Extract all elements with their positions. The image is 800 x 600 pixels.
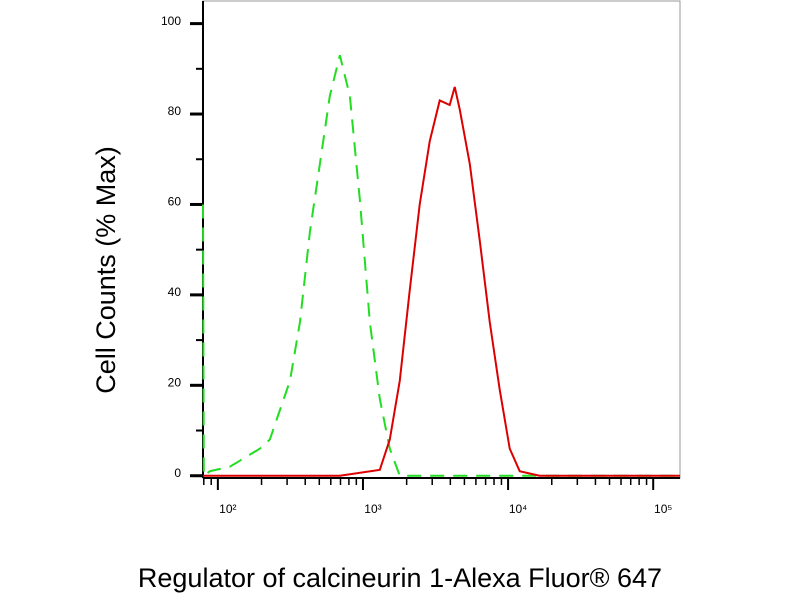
y-tick-label: 60 bbox=[168, 195, 182, 209]
x-tick-label: 10³ bbox=[364, 502, 381, 516]
series-line bbox=[202, 55, 680, 478]
series-line bbox=[203, 86, 680, 477]
x-axis-title: Regulator of calcineurin 1-Alexa Fluor® … bbox=[138, 563, 662, 593]
y-tick-label: 40 bbox=[168, 285, 182, 299]
y-tick-label: 100 bbox=[161, 14, 181, 28]
x-tick-label: 10² bbox=[219, 502, 236, 516]
y-tick-label: 0 bbox=[174, 466, 181, 480]
x-tick-label: 10⁵ bbox=[654, 502, 672, 516]
y-tick-label: 20 bbox=[168, 375, 182, 389]
plot-frame bbox=[202, 0, 681, 479]
y-axis-title: Cell Counts (% Max) bbox=[91, 146, 121, 394]
y-tick-label: 80 bbox=[168, 104, 182, 118]
x-tick-label: 10⁴ bbox=[509, 502, 528, 516]
